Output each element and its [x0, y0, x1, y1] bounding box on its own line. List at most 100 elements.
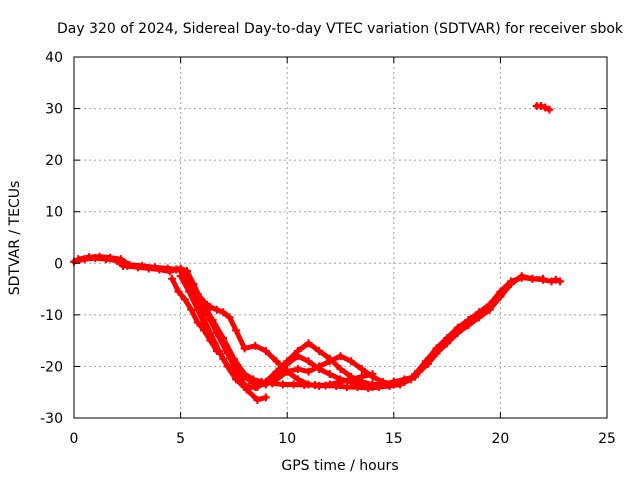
data-point	[138, 261, 147, 270]
data-point	[304, 367, 313, 376]
data-point	[421, 357, 430, 366]
x-tick-label: 0	[70, 431, 79, 447]
data-point	[232, 326, 241, 335]
y-tick-label: 10	[45, 205, 63, 221]
y-tick-label: 20	[45, 153, 63, 169]
data-point	[336, 365, 345, 374]
data-point	[272, 367, 281, 376]
data-point	[293, 346, 302, 355]
data-point	[357, 372, 366, 381]
data-point	[342, 383, 351, 392]
series-arc-9	[532, 101, 554, 114]
data-point	[453, 323, 462, 332]
data-point	[368, 380, 377, 389]
data-point	[193, 290, 202, 299]
data-point	[200, 297, 209, 306]
data-point	[74, 255, 83, 264]
data-point	[253, 395, 262, 404]
data-series	[70, 101, 565, 404]
data-point	[325, 370, 334, 379]
data-point	[240, 344, 249, 353]
data-point	[539, 275, 548, 284]
data-point	[411, 370, 420, 379]
data-point	[212, 346, 221, 355]
data-point	[283, 357, 292, 366]
data-point	[180, 295, 189, 304]
data-point	[163, 264, 172, 273]
x-tick-label: 25	[598, 431, 616, 447]
data-point	[536, 101, 545, 110]
x-tick-label: 5	[176, 431, 185, 447]
x-tick-label: 20	[491, 431, 509, 447]
series-arc-6	[187, 279, 377, 391]
plot-frame	[73, 56, 608, 419]
y-tick-label: -30	[40, 411, 63, 427]
y-tick-label: 30	[45, 102, 63, 118]
data-point	[206, 303, 215, 312]
series-arc-5	[180, 274, 409, 389]
data-point	[106, 253, 115, 262]
data-point	[485, 300, 494, 309]
data-point	[528, 274, 537, 283]
data-point	[517, 273, 526, 282]
series-line	[412, 275, 563, 377]
data-point	[325, 380, 334, 389]
data-point	[187, 305, 196, 314]
series-line	[169, 276, 220, 354]
data-point	[272, 357, 281, 366]
data-point	[174, 287, 183, 296]
data-point	[278, 380, 287, 389]
data-point	[547, 277, 556, 286]
data-point	[325, 357, 334, 366]
data-point	[304, 339, 313, 348]
x-tick-label: 15	[385, 431, 403, 447]
series-arc-8	[411, 273, 565, 379]
chart-title: Day 320 of 2024, Sidereal Day-to-day VTE…	[57, 21, 624, 37]
data-point	[475, 308, 484, 317]
data-point	[556, 277, 565, 286]
data-point	[304, 357, 313, 366]
data-point	[315, 346, 324, 355]
data-point	[193, 318, 202, 327]
data-point	[214, 331, 223, 340]
data-point	[187, 279, 196, 288]
x-tick-label: 10	[278, 431, 296, 447]
axis-ticks: 0 5 10 15 20 25 -30 -20 -10 0 10 20 30 40	[40, 50, 616, 447]
grid	[74, 57, 607, 418]
data-point	[116, 255, 125, 264]
x-axis-label: GPS time / hours	[281, 458, 398, 474]
data-point	[227, 367, 236, 376]
data-point	[357, 365, 366, 374]
data-point	[283, 367, 292, 376]
data-point	[336, 377, 345, 386]
data-point	[293, 375, 302, 384]
data-point	[400, 377, 409, 386]
data-point	[389, 380, 398, 389]
data-point	[336, 352, 345, 361]
y-tick-label: 40	[45, 50, 63, 66]
data-point	[432, 344, 441, 353]
data-point	[125, 260, 134, 269]
data-point	[304, 380, 313, 389]
y-tick-label: 0	[54, 256, 63, 272]
data-point	[223, 346, 232, 355]
data-point	[289, 380, 298, 389]
data-point	[95, 252, 104, 261]
data-point	[240, 372, 249, 381]
data-point	[464, 316, 473, 325]
data-point	[261, 346, 270, 355]
data-point	[315, 362, 324, 371]
data-point	[176, 272, 185, 281]
data-point	[251, 380, 260, 389]
data-point	[293, 365, 302, 374]
series-arc-7	[168, 274, 221, 355]
data-point	[379, 377, 388, 386]
data-point	[84, 253, 93, 262]
data-point	[261, 380, 270, 389]
data-point	[225, 313, 234, 322]
data-point	[206, 316, 215, 325]
y-axis-label: SDTVAR / TECUs	[7, 181, 23, 296]
data-point	[244, 383, 253, 392]
data-point	[368, 370, 377, 379]
